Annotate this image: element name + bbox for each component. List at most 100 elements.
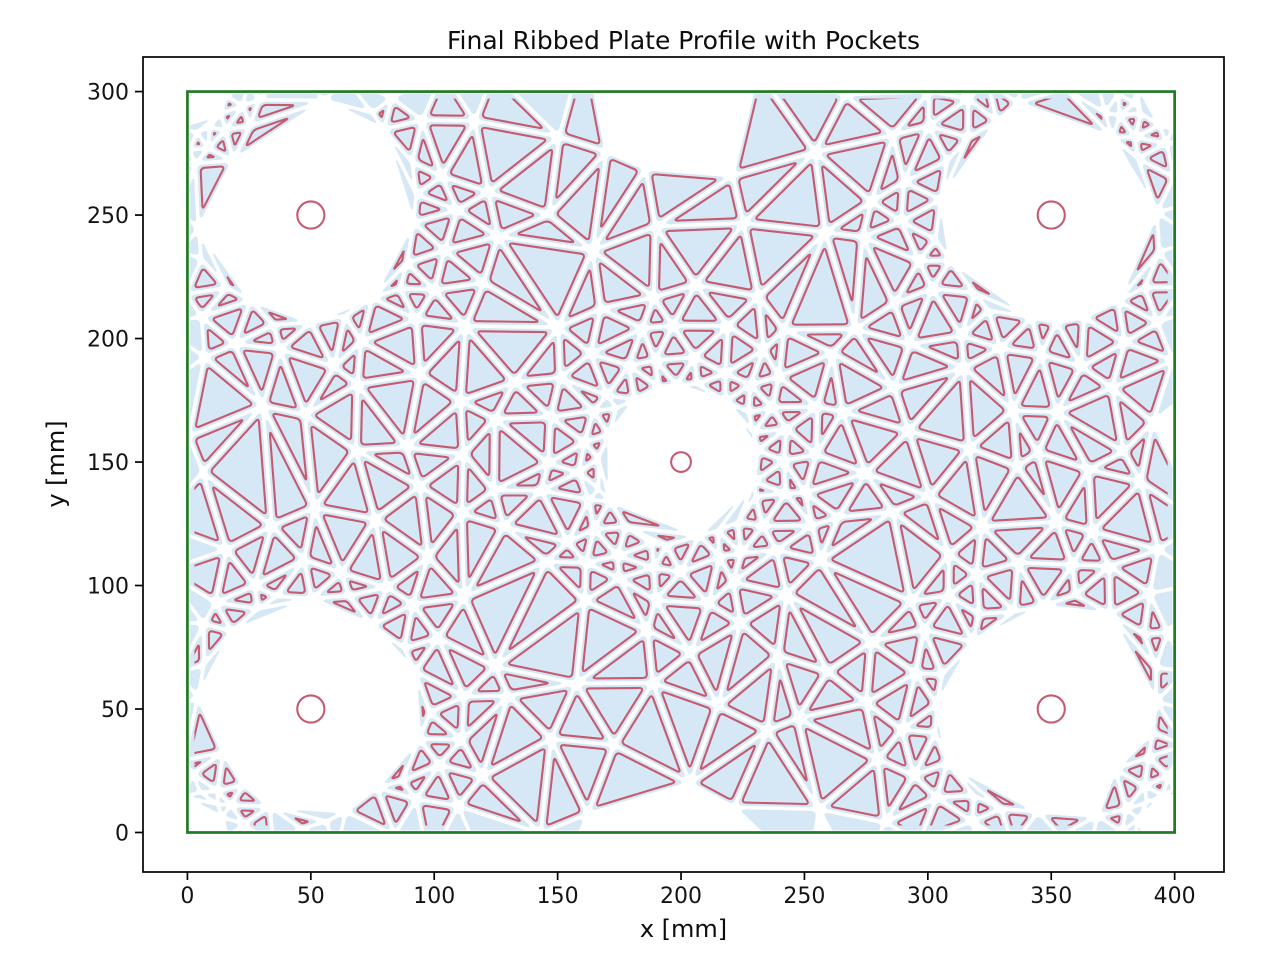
pocket-outline xyxy=(429,464,460,504)
pocket-outline xyxy=(524,536,557,555)
pocket-outline xyxy=(1045,460,1081,509)
pocket-outline xyxy=(425,496,454,544)
pocket-outline xyxy=(821,165,863,223)
pocket-outline xyxy=(775,725,808,782)
pocket-fill xyxy=(550,423,579,458)
pocket-outline xyxy=(385,795,409,823)
pocket-fill xyxy=(833,647,869,697)
pocket-fill xyxy=(581,684,648,739)
pocket-outline xyxy=(384,495,423,546)
pocket-outline xyxy=(879,483,915,506)
pocket-outline xyxy=(986,569,1014,600)
pocket-fill xyxy=(877,187,902,216)
pocket-outline xyxy=(782,98,838,142)
pocket-fill xyxy=(1127,843,1139,854)
pocket-fill xyxy=(1074,821,1094,831)
pocket-outline xyxy=(903,503,940,541)
pocket-fill xyxy=(967,316,997,344)
pocket-fill xyxy=(189,348,199,366)
pocket-outline xyxy=(911,232,928,251)
pocket-fill xyxy=(1164,209,1173,221)
x-tick-label: 300 xyxy=(907,884,949,909)
pocket-fill xyxy=(789,457,813,486)
pocket-outline xyxy=(887,610,917,634)
pocket-outline xyxy=(406,273,422,286)
pocket-fill xyxy=(487,701,546,771)
pocket-outline xyxy=(495,200,535,230)
pocket-fill xyxy=(555,690,609,743)
pocket-outline xyxy=(1122,369,1165,413)
pocket-fill xyxy=(658,289,690,320)
pocket-fill xyxy=(1096,821,1116,831)
pocket-outline xyxy=(227,102,232,107)
pocket-fill xyxy=(949,93,963,96)
pocket-outline xyxy=(489,248,542,312)
pocket-outline xyxy=(603,511,617,525)
pocket-fill xyxy=(1116,598,1147,630)
pocket-fill xyxy=(598,230,654,292)
pocket-outline xyxy=(726,632,770,691)
pocket-fill xyxy=(853,93,923,131)
pocket-outline xyxy=(665,227,733,276)
pocket-fill xyxy=(343,816,381,831)
pocket-fill xyxy=(1149,258,1173,286)
pocket-outline xyxy=(499,148,554,208)
pocket-fill xyxy=(1147,790,1157,799)
pocket-outline xyxy=(971,303,982,320)
pocket-outline xyxy=(975,456,1010,511)
pocket-outline xyxy=(760,383,773,397)
pocket-outline xyxy=(792,460,810,481)
pocket-fill xyxy=(610,301,650,325)
pocket-outline xyxy=(938,460,976,517)
pocket-outline xyxy=(906,272,926,294)
pocket-outline xyxy=(943,774,964,793)
pocket-fill xyxy=(1125,814,1135,826)
pocket-outline xyxy=(898,784,928,811)
pocket-outline xyxy=(508,612,580,678)
x-tick-label: 0 xyxy=(180,884,194,909)
pocket-fill xyxy=(661,602,705,646)
pocket-outline xyxy=(390,279,398,288)
pocket-outline xyxy=(1105,786,1121,810)
pocket-outline xyxy=(195,367,253,429)
pocket-outline xyxy=(568,317,594,344)
pocket-fill xyxy=(1161,318,1173,353)
pocket-outline xyxy=(445,608,485,656)
pocket-fill xyxy=(655,235,691,294)
pocket-fill xyxy=(214,119,223,128)
pocket-fill xyxy=(391,642,407,658)
pocket-outline xyxy=(310,425,349,494)
pocket-outline xyxy=(925,677,937,692)
pocket-fill xyxy=(319,457,372,516)
pocket-fill xyxy=(189,702,195,728)
x-tick-label: 250 xyxy=(783,884,825,909)
pocket-fill xyxy=(1154,751,1173,771)
pocket-outline xyxy=(657,534,675,541)
pocket-fill xyxy=(189,537,218,561)
pocket-outline xyxy=(206,153,215,159)
pocket-fill xyxy=(1159,218,1173,248)
pocket-outline xyxy=(425,775,450,801)
pocket-fill xyxy=(259,532,299,580)
pocket-fill xyxy=(189,256,198,282)
pocket-fill xyxy=(410,228,439,259)
pocket-outline xyxy=(981,588,1003,610)
pocket-outline xyxy=(526,382,554,407)
pocket-outline xyxy=(1038,323,1050,340)
pocket-outline xyxy=(771,529,795,543)
pocket-fill xyxy=(579,605,642,677)
pocket-fill xyxy=(257,590,271,604)
pocket-fill xyxy=(207,480,266,546)
pocket-outline xyxy=(918,601,937,619)
pocket-outline xyxy=(332,600,356,613)
pocket-outline xyxy=(426,721,448,736)
pocket-fill xyxy=(302,835,329,864)
pocket-fill xyxy=(882,736,910,771)
pocket-outline xyxy=(243,349,274,391)
pocket-outline xyxy=(1140,142,1152,151)
pocket-outline xyxy=(430,98,466,117)
pocket-fill xyxy=(385,753,412,783)
pocket-fill xyxy=(440,285,479,320)
pocket-fill xyxy=(426,93,470,119)
pocket-outline xyxy=(838,362,883,405)
